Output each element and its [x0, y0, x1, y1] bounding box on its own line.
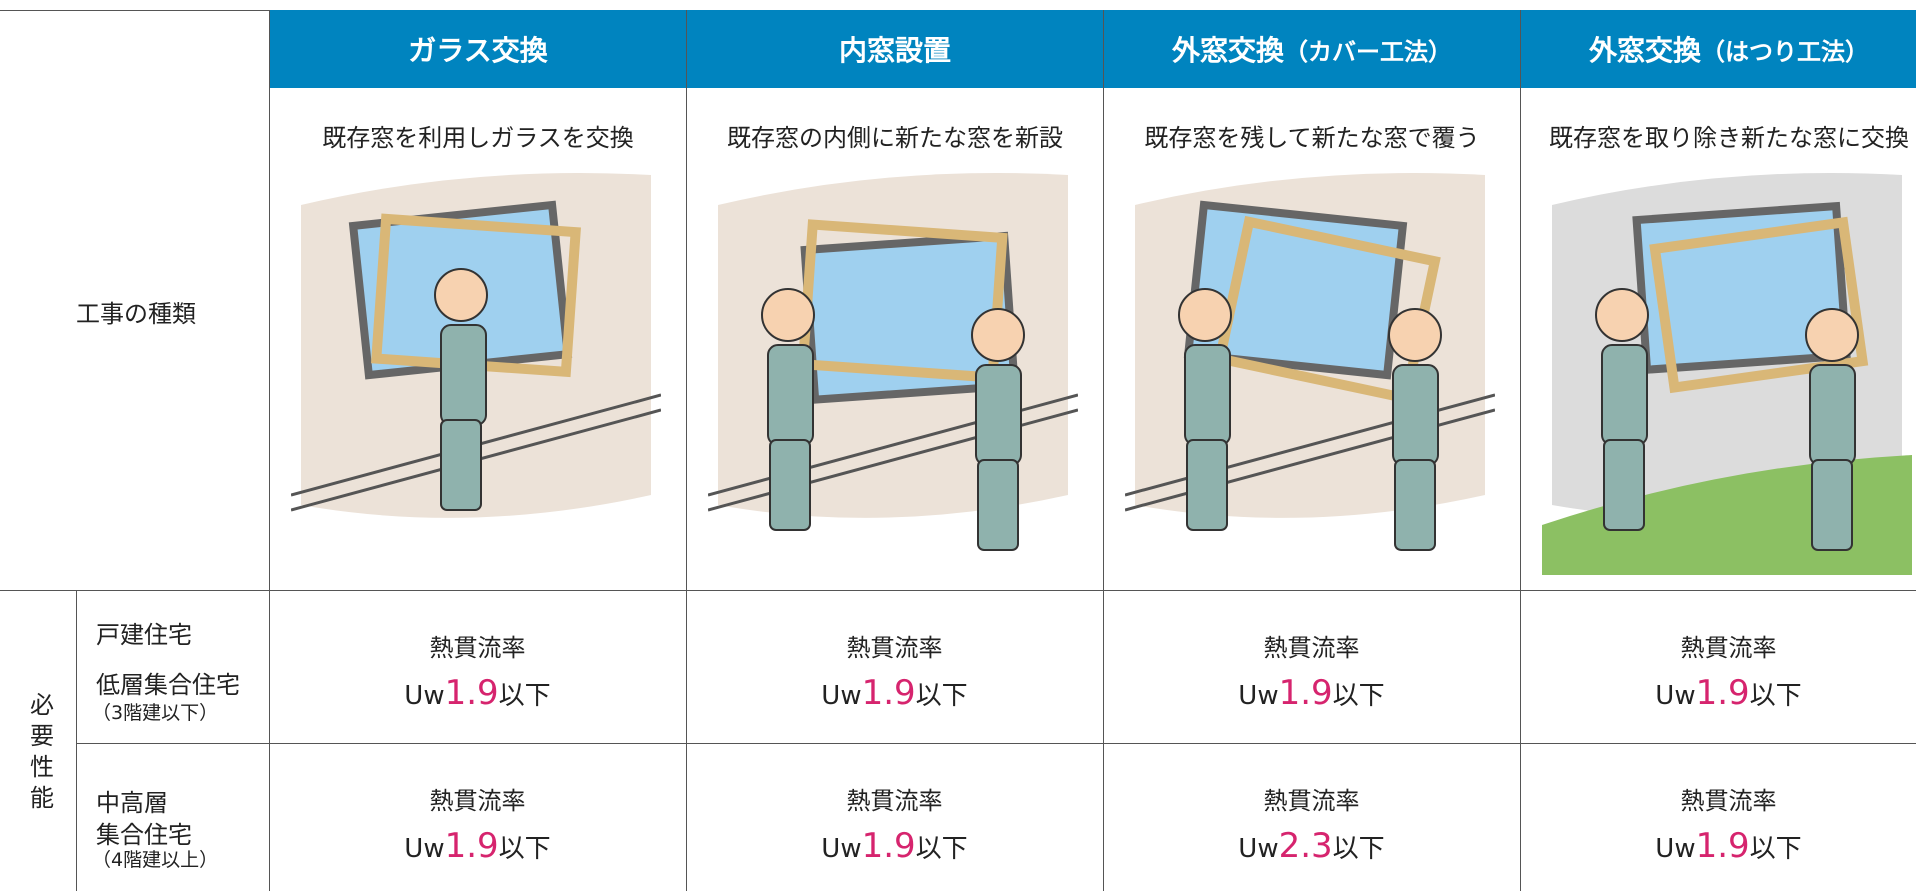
col-line	[686, 10, 687, 891]
value-suffix: 以下	[1749, 834, 1802, 864]
cell: 熱貫流率 Uw1.9以下	[269, 781, 686, 866]
value: 1.9	[444, 673, 499, 713]
cell: 熱貫流率 Uw1.9以下	[1520, 781, 1916, 866]
value-suffix: 以下	[915, 834, 968, 864]
col-line	[1103, 10, 1104, 891]
cell-value-line: Uw1.9以下	[686, 673, 1103, 713]
cell-label: 熱貫流率	[1680, 787, 1777, 815]
row-header: 工事の種類	[76, 300, 196, 328]
column-description: 既存窓を取り除き新たな窓に交換	[1549, 124, 1909, 152]
value-suffix: 以下	[915, 681, 968, 711]
column-name: 外窓交換	[1171, 34, 1284, 67]
column-name: ガラス交換	[408, 34, 548, 67]
row-note: （3階建以下）	[92, 702, 219, 724]
value: 1.9	[1278, 673, 1333, 713]
illustration	[1542, 173, 1912, 575]
row-label: 低層集合住宅	[96, 671, 240, 699]
cell-label: 熱貫流率	[1263, 787, 1360, 815]
cell: 熱貫流率 Uw1.9以下	[269, 628, 686, 713]
cell: 熱貫流率 Uw1.9以下	[686, 628, 1103, 713]
row-line	[76, 743, 1916, 744]
value-prefix: Uw	[1238, 681, 1279, 711]
illustration	[1125, 173, 1495, 551]
value-suffix: 以下	[1332, 834, 1385, 864]
value-suffix: 以下	[1749, 681, 1802, 711]
value: 1.9	[1695, 826, 1750, 866]
row-label: 戸建住宅	[96, 621, 192, 649]
value-prefix: Uw	[404, 834, 445, 864]
value: 1.9	[444, 826, 499, 866]
cell-value-line: Uw1.9以下	[269, 826, 686, 866]
cell-value-line: Uw1.9以下	[1520, 673, 1916, 713]
cell-label: 熱貫流率	[846, 787, 943, 815]
cell-label: 熱貫流率	[429, 787, 526, 815]
value: 2.3	[1278, 826, 1333, 866]
cell-value-line: Uw1.9以下	[1520, 826, 1916, 866]
value: 1.9	[861, 673, 916, 713]
col-line	[1520, 10, 1521, 891]
cell-label: 熱貫流率	[1680, 634, 1777, 662]
column-note: （カバー工法）	[1284, 37, 1452, 66]
value: 1.9	[861, 826, 916, 866]
value-prefix: Uw	[1655, 834, 1696, 864]
cell: 熱貫流率 Uw2.3以下	[1103, 781, 1520, 866]
value-suffix: 以下	[498, 834, 551, 864]
cell-value-line: Uw1.9以下	[269, 673, 686, 713]
column-header: 外窓交換 （カバー工法）	[1104, 10, 1520, 88]
cell: 熱貫流率 Uw1.9以下	[1520, 628, 1916, 713]
value-prefix: Uw	[1655, 681, 1696, 711]
column-description: 既存窓を利用しガラスを交換	[322, 124, 634, 152]
cell-label: 熱貫流率	[429, 634, 526, 662]
cell-value-line: Uw1.9以下	[1103, 673, 1520, 713]
illustration	[291, 173, 661, 518]
column-header: ガラス交換	[270, 10, 686, 88]
value-prefix: Uw	[1238, 834, 1279, 864]
column-name: 内窓設置	[838, 34, 951, 67]
value-prefix: Uw	[821, 681, 862, 711]
col-line	[269, 10, 270, 891]
column-description: 既存窓を残して新たな窓で覆う	[1144, 124, 1480, 152]
column-note: （はつり工法）	[1701, 37, 1869, 66]
value-suffix: 以下	[1332, 681, 1385, 711]
row-note: （4階建以上）	[92, 849, 219, 871]
side-header: 必要性能	[30, 691, 54, 812]
cell-value-line: Uw2.3以下	[1103, 826, 1520, 866]
column-name: 外窓交換	[1588, 34, 1701, 67]
column-description: 既存窓の内側に新たな窓を新設	[727, 124, 1063, 152]
cell-label: 熱貫流率	[1263, 634, 1360, 662]
row-label: 集合住宅	[96, 821, 192, 849]
value-prefix: Uw	[404, 681, 445, 711]
cell: 熱貫流率 Uw1.9以下	[1103, 628, 1520, 713]
illustration	[708, 173, 1078, 551]
value-suffix: 以下	[498, 681, 551, 711]
cell: 熱貫流率 Uw1.9以下	[686, 781, 1103, 866]
cell-label: 熱貫流率	[846, 634, 943, 662]
cell-value-line: Uw1.9以下	[686, 826, 1103, 866]
row-line	[0, 590, 1916, 591]
value-prefix: Uw	[821, 834, 862, 864]
col-line	[76, 590, 77, 891]
row-label: 中高層	[96, 789, 168, 817]
column-header: 内窓設置	[687, 10, 1103, 88]
value: 1.9	[1695, 673, 1750, 713]
column-header: 外窓交換 （はつり工法）	[1521, 10, 1916, 88]
